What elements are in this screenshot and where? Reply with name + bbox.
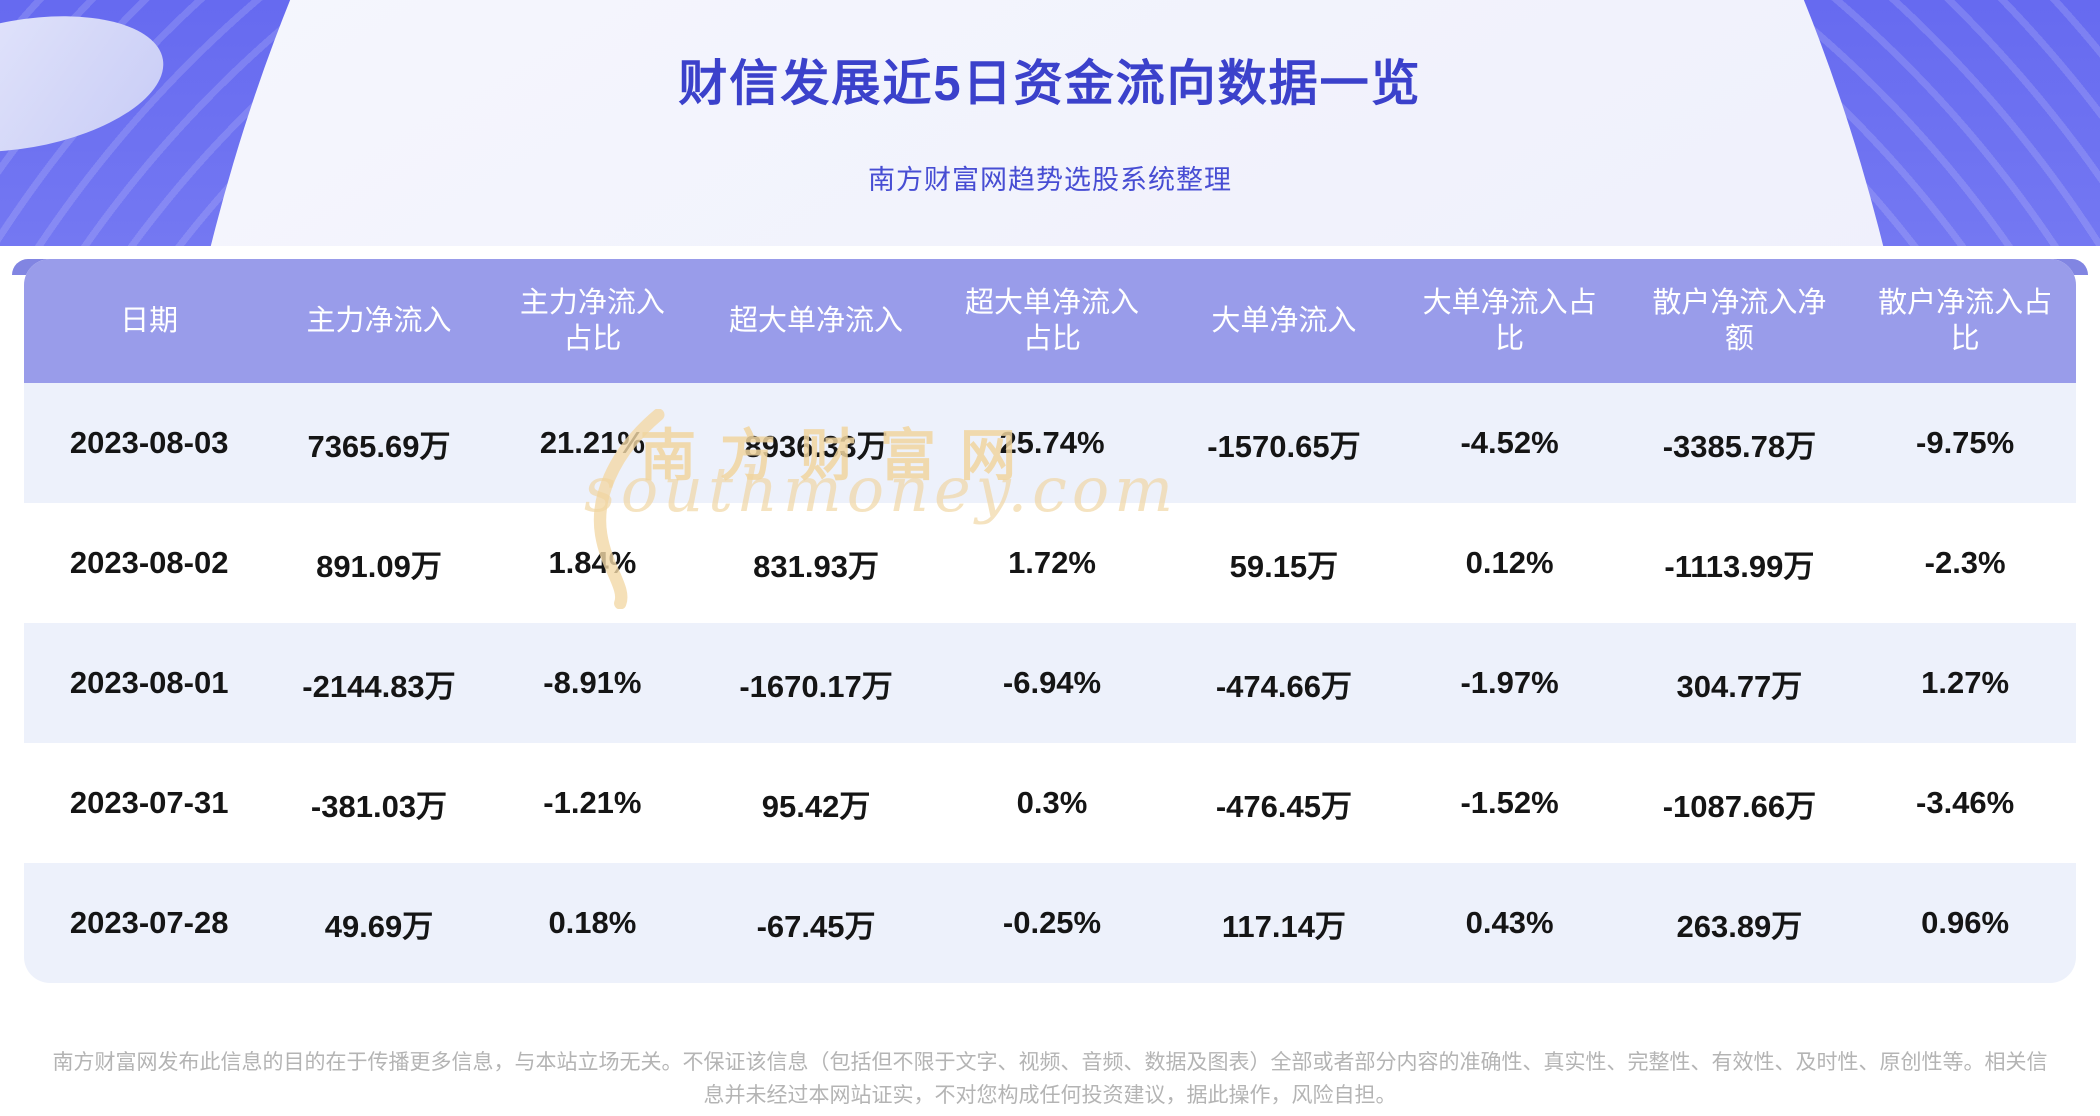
- table-cell: 891.09万: [316, 548, 442, 584]
- table-cell: -1.97%: [1460, 665, 1559, 700]
- table-cell: 1.27%: [1921, 665, 2010, 700]
- banner-white-blob: [147, 0, 1947, 246]
- table-row-4: 2023-07-28 49.69万 0.18% -67.45万 -0.25% 117.14…: [24, 863, 2076, 983]
- table-cell: 0.12%: [1465, 545, 1554, 580]
- table-cell: -3385.78万: [1662, 428, 1817, 464]
- table-cell: -2.3%: [1924, 545, 2006, 580]
- table-cell: -381.03万: [310, 788, 448, 824]
- column-header-4: 超大单净流入占比: [965, 286, 1140, 355]
- footer-disclaimer: 南方财富网发布此信息的目的在于传播更多信息，与本站立场无关。不保证该信息（包括但…: [0, 1046, 2100, 1112]
- column-header-0: 日期: [120, 304, 179, 337]
- page-title: 财信发展近5日资金流向数据一览: [678, 57, 1422, 111]
- table-cell: 117.14万: [1221, 908, 1346, 944]
- table-cell: 2023-07-31: [69, 785, 229, 820]
- table-cell: -67.45万: [756, 908, 876, 944]
- table-cell: 49.69万: [324, 908, 434, 944]
- table-cell: -1570.65万: [1207, 428, 1361, 464]
- fund-flow-table-section: 日期 主力净流入 主力净流入占比 超大单净流入 超大单净流入占比 大单净流入 大单净流入占比…: [0, 259, 2100, 999]
- table-cell: 831.93万: [753, 548, 879, 584]
- table-cell: 2023-08-03: [69, 425, 229, 460]
- table-cell: 59.15万: [1229, 548, 1339, 584]
- disclaimer-line-2: 息并未经过本网站证实，不对您构成任何投资建议，据此操作，风险自担。: [703, 1084, 1397, 1107]
- table-cell: 2023-08-02: [69, 545, 229, 580]
- table-cell: -4.52%: [1460, 425, 1559, 460]
- table-cell: -0.25%: [1002, 905, 1102, 940]
- table-cell: -1087.66万: [1662, 788, 1817, 824]
- table-row-2: 2023-08-01 -2144.83万 -8.91% -1670.17万 -6.94%…: [24, 623, 2076, 743]
- table-cell: -8.91%: [543, 665, 642, 700]
- column-header-5: 大单净流入: [1211, 304, 1357, 337]
- table-cell: 7365.69万: [307, 428, 451, 464]
- table-cell: -3.46%: [1916, 785, 2015, 820]
- table-cell: 304.77万: [1676, 668, 1803, 704]
- table-row-3: 2023-07-31 -381.03万 -1.21% 95.42万 0.3% -476.4…: [24, 743, 2076, 863]
- table-cell: 25.74%: [999, 425, 1105, 460]
- column-header-6: 大单净流入占比: [1422, 286, 1597, 355]
- table-header-row: 日期 主力净流入 主力净流入占比 超大单净流入 超大单净流入占比 大单净流入 大单净流入占比…: [24, 259, 2076, 383]
- table-cell: 1.72%: [1008, 545, 1096, 580]
- table-cell: -1670.17万: [739, 668, 893, 704]
- table-cell: 1.84%: [548, 545, 637, 580]
- table-cell: 2023-08-01: [69, 665, 229, 700]
- table-cell: 0.43%: [1465, 905, 1554, 940]
- table-cell: 263.89万: [1676, 908, 1803, 944]
- table-cell: -2144.83万: [302, 668, 456, 704]
- table-body: 2023-08-03 7365.69万 21.21% 8936.33万 25.74% -1…: [24, 383, 2076, 983]
- column-header-8: 散户净流入占比: [1878, 286, 2053, 355]
- column-header-1: 主力净流入: [306, 304, 452, 337]
- column-header-2: 主力净流入占比: [519, 286, 665, 355]
- disclaimer-line-1: 南方财富网发布此信息的目的在于传播更多信息，与本站立场无关。不保证该信息（包括但…: [52, 1051, 2048, 1074]
- table-cell: -6.94%: [1002, 665, 1102, 700]
- fund-flow-table: 日期 主力净流入 主力净流入占比 超大单净流入 超大单净流入占比 大单净流入 大单净流入占比…: [24, 259, 2076, 983]
- table-cell: 0.18%: [548, 905, 637, 940]
- table-cell: -1.21%: [543, 785, 642, 820]
- table-cell: 2023-07-28: [69, 905, 229, 940]
- table-cell: -1.52%: [1460, 785, 1559, 820]
- column-header-3: 超大单净流入: [729, 304, 904, 337]
- banner: 财信发展近5日资金流向数据一览 南方财富网趋势选股系统整理: [0, 0, 2100, 246]
- table-row-1: 2023-08-02 891.09万 1.84% 831.93万 1.72% 59.15万…: [24, 503, 2076, 623]
- table-cell: -474.66万: [1215, 668, 1352, 704]
- table-cell: 21.21%: [539, 425, 645, 460]
- table-cell: 0.3%: [1016, 785, 1088, 820]
- table-cell: -9.75%: [1916, 425, 2015, 460]
- table-cell: 8936.33万: [744, 428, 888, 464]
- table-cell: -1113.99万: [1664, 548, 1815, 584]
- column-header-7: 散户净流入净额: [1652, 286, 1827, 355]
- table-cell: -476.45万: [1215, 788, 1352, 824]
- page-subtitle: 南方财富网趋势选股系统整理: [868, 165, 1232, 195]
- table-row-0: 2023-08-03 7365.69万 21.21% 8936.33万 25.74% -1…: [24, 383, 2076, 503]
- table-cell: 95.42万: [761, 788, 871, 824]
- table-cell: 0.96%: [1921, 905, 2010, 940]
